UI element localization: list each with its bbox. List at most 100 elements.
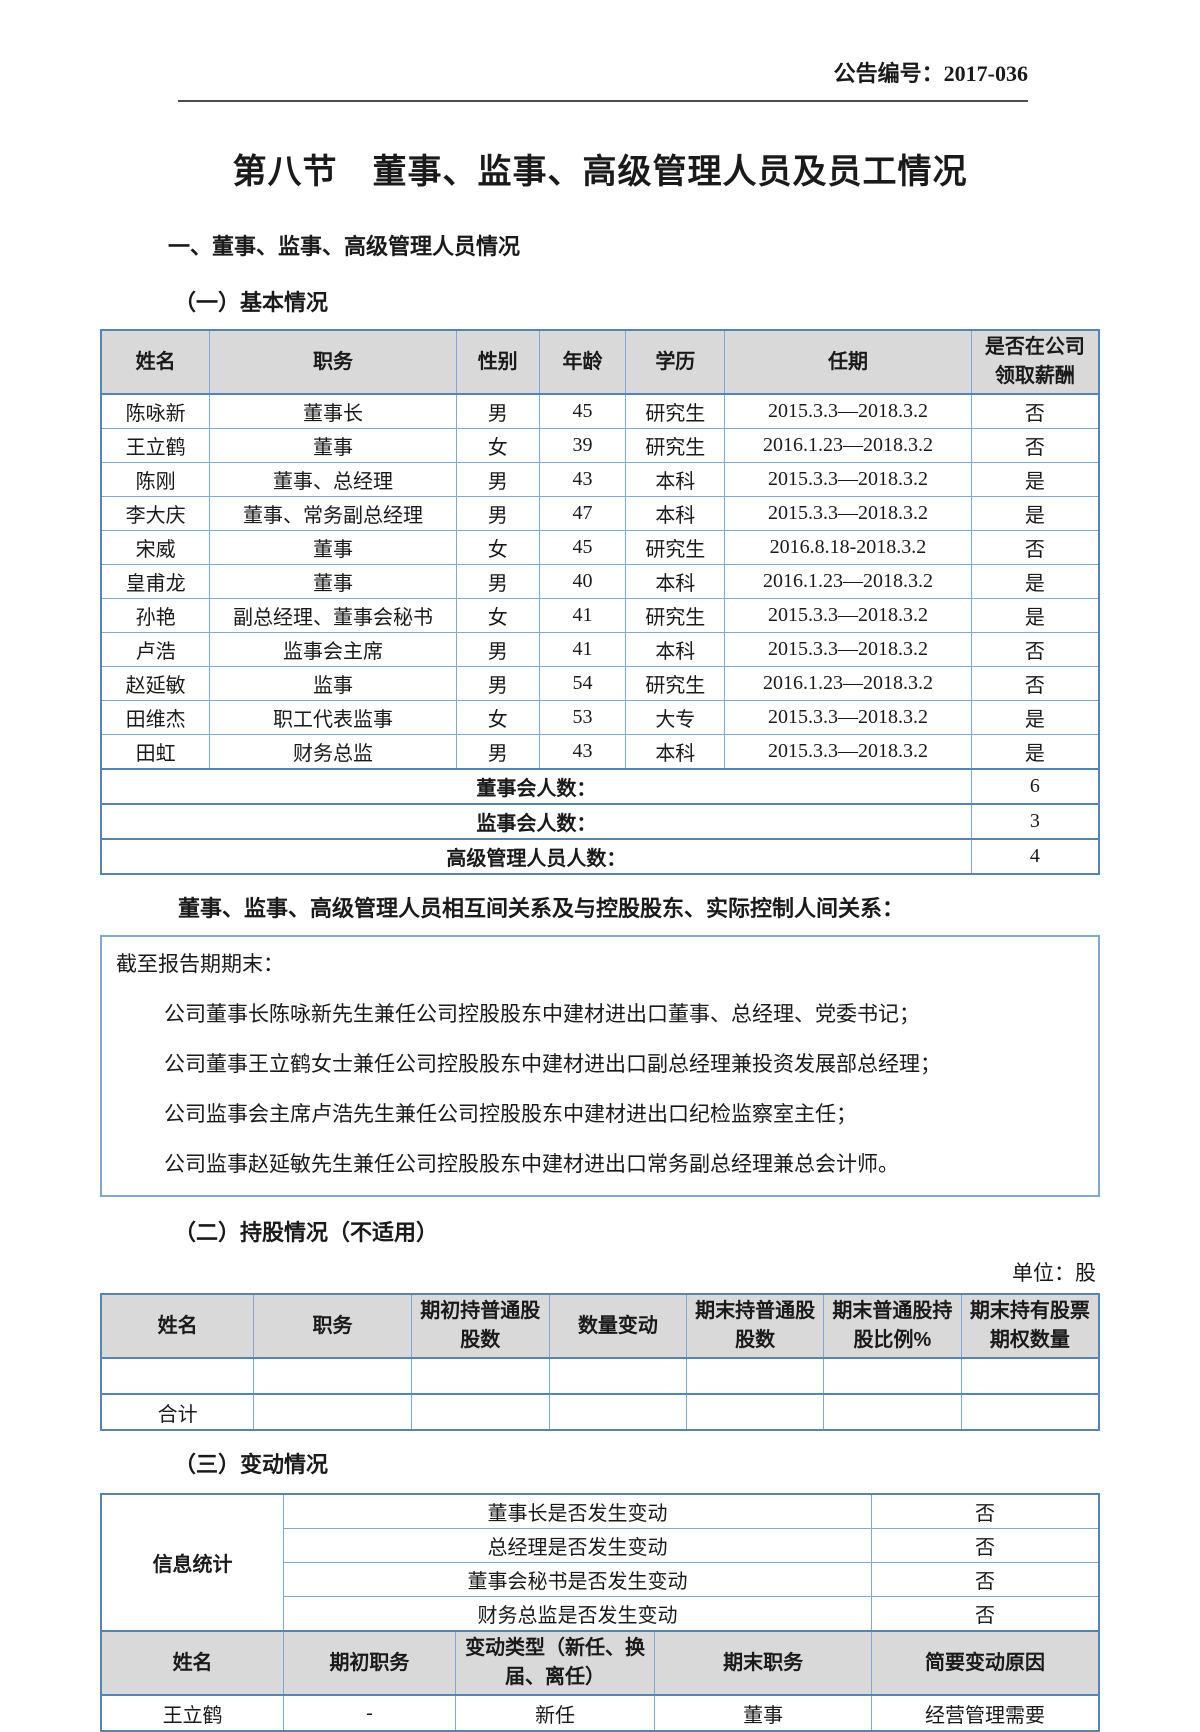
column-header: 期末普通股持股比例% (823, 1293, 962, 1359)
table-header-row: 姓名 职务 期初持普通股股数 数量变动 期末持普通股股数 期末普通股持股比例% … (100, 1293, 1100, 1359)
table-row: 卢浩 监事会主席男 41 本科 2015.3.3—2018.3.2 否 (100, 632, 1100, 667)
table-cell: 2015.3.3—2018.3.2 (724, 462, 972, 497)
info-stat-cell: 信息统计 (100, 1493, 285, 1632)
table-header-row: 姓名 职务 性别 年龄 学历 任期 是否在公司领取薪酬 (100, 329, 1100, 395)
table-cell: 是 (970, 564, 1100, 599)
column-header: 期初持普通股股数 (410, 1293, 550, 1359)
table-cell: 女 (455, 428, 540, 463)
table-cell: 男 (455, 632, 540, 667)
relations-paragraph: 公司董事长陈咏新先生兼任公司控股股东中建材进出口董事、总经理、党委书记； (164, 1002, 920, 1026)
table-cell: 皇甫龙 (100, 564, 211, 599)
table-cell: 董事长 (209, 393, 457, 429)
question-cell: 董事会秘书是否发生变动 (283, 1562, 872, 1597)
answer-cell: 否 (870, 1528, 1100, 1563)
table-cell (100, 1357, 255, 1395)
table-cell: 经营管理需要 (870, 1694, 1100, 1732)
table-row: 皇甫龙 董事男 40 本科 2016.1.23—2018.3.2 是 (100, 564, 1100, 599)
question-cell: 董事长是否发生变动 (283, 1493, 872, 1529)
total-row: 合计 (100, 1393, 1100, 1431)
table-cell: 董事、常务副总经理 (209, 496, 457, 531)
table-cell: 54 (538, 666, 627, 701)
change-question-row: 董事会秘书是否发生变动 否 (101, 1562, 1100, 1597)
basic-info-table: 姓名 职务 性别 年龄 学历 任期 是否在公司领取薪酬 陈咏新 董事长男 45 研究生… (100, 329, 1100, 875)
table-cell (253, 1393, 412, 1431)
table-cell: 董事 (209, 564, 457, 599)
table-cell: 是 (970, 700, 1100, 735)
answer-cell: 否 (870, 1493, 1100, 1529)
summary-label-cell: 高级管理人员人数： (100, 838, 972, 875)
table-row: 田虹 财务总监男 43 本科 2015.3.3—2018.3.2 是 (100, 734, 1100, 770)
table-cell: 2016.1.23—2018.3.2 (724, 666, 972, 701)
table-cell: 男 (455, 564, 540, 599)
table-cell: 本科 (625, 496, 726, 531)
table-cell: 李大庆 (100, 496, 211, 531)
column-header: 期末持普通股股数 (686, 1293, 825, 1359)
table-cell: 职工代表监事 (209, 700, 457, 735)
table-cell: 本科 (625, 734, 726, 770)
table-cell: 王立鹤 (100, 1694, 285, 1732)
change-question-row: 财务总监是否发生变动 否 (101, 1596, 1100, 1632)
table-cell: 否 (970, 393, 1100, 429)
table-cell (960, 1357, 1100, 1395)
table-cell: 45 (538, 530, 627, 565)
table-cell: 本科 (625, 462, 726, 497)
table-cell: 本科 (625, 564, 726, 599)
column-header: 职务 (253, 1293, 412, 1359)
page-title: 第八节 董事、监事、高级管理人员及员工情况 (232, 153, 968, 191)
table-cell: 研究生 (625, 530, 726, 565)
table-cell (823, 1357, 962, 1395)
relations-intro: 截至报告期期末： (116, 952, 284, 976)
question-cell: 总经理是否发生变动 (283, 1528, 872, 1563)
subsection-heading-changes: （三）变动情况 (174, 1452, 329, 1477)
change-question-row: 信息统计 董事长是否发生变动 否 (100, 1493, 1100, 1632)
summary-row: 监事会人数： 3 (100, 803, 1100, 840)
table-row: 王立鹤 - 新任 董事 经营管理需要 (100, 1694, 1100, 1732)
column-header: 姓名 (100, 329, 211, 395)
table-cell: 否 (970, 530, 1100, 565)
table-cell: 赵延敏 (100, 666, 211, 701)
table-cell: 董事、总经理 (209, 462, 457, 497)
table-cell: 监事会主席 (209, 632, 457, 667)
table-cell: 田维杰 (100, 700, 211, 735)
summary-label-cell: 监事会人数： (100, 803, 972, 840)
table-row: 宋威 董事女 45 研究生 2016.8.18-2018.3.2 否 (100, 530, 1100, 565)
relations-paragraph: 公司监事会主席卢浩先生兼任公司控股股东中建材进出口纪检监察室主任； (164, 1102, 857, 1126)
answer-cell: 否 (870, 1562, 1100, 1597)
relations-paragraph: 公司董事王立鹤女士兼任公司控股股东中建材进出口副总经理兼投资发展部总经理； (164, 1052, 941, 1076)
table-cell (548, 1393, 688, 1431)
column-header: 变动类型（新任、换届、离任） (454, 1630, 656, 1696)
announcement-number: 公告编号：2017-036 (833, 61, 1028, 86)
column-header: 数量变动 (548, 1293, 688, 1359)
table-cell: 2015.3.3—2018.3.2 (724, 393, 972, 429)
table-cell: 宋威 (100, 530, 211, 565)
change-question-row: 总经理是否发生变动 否 (101, 1528, 1100, 1563)
table-cell: 40 (538, 564, 627, 599)
column-header: 任期 (724, 329, 972, 395)
table-cell: 本科 (625, 632, 726, 667)
table-cell (686, 1357, 825, 1395)
table-cell: 男 (455, 462, 540, 497)
table-cell: 43 (538, 734, 627, 770)
holdings-table: 姓名 职务 期初持普通股股数 数量变动 期末持普通股股数 期末普通股持股比例% … (100, 1293, 1100, 1431)
table-row: 田维杰 职工代表监事女 53 大专 2015.3.3—2018.3.2 是 (100, 700, 1100, 735)
subsection-heading-basic: （一）基本情况 (174, 290, 329, 315)
summary-row: 高级管理人员人数： 4 (100, 838, 1100, 875)
table-cell (686, 1393, 825, 1431)
column-header: 期末职务 (654, 1630, 872, 1696)
table-cell (410, 1393, 550, 1431)
table-header-row: 姓名 期初职务 变动类型（新任、换届、离任） 期末职务 简要变动原因 (100, 1630, 1100, 1696)
table-row: 赵延敏 监事男 54 研究生 2016.1.23—2018.3.2 否 (100, 666, 1100, 701)
table-cell: 47 (538, 496, 627, 531)
table-cell: 是 (970, 734, 1100, 770)
table-cell: 陈刚 (100, 462, 211, 497)
column-header: 职务 (209, 329, 457, 395)
column-header: 期末持有股票期权数量 (960, 1293, 1100, 1359)
table-cell: 卢浩 (100, 632, 211, 667)
table-cell: 监事 (209, 666, 457, 701)
table-row: 孙艳 副总经理、董事会秘书女 41 研究生 2015.3.3—2018.3.2 是 (100, 598, 1100, 633)
table-cell: 陈咏新 (100, 393, 211, 429)
table-cell: 男 (455, 666, 540, 701)
table-cell: 2015.3.3—2018.3.2 (724, 632, 972, 667)
table-row: 陈咏新 董事长男 45 研究生 2015.3.3—2018.3.2 否 (100, 393, 1100, 429)
table-cell: 2015.3.3—2018.3.2 (724, 598, 972, 633)
